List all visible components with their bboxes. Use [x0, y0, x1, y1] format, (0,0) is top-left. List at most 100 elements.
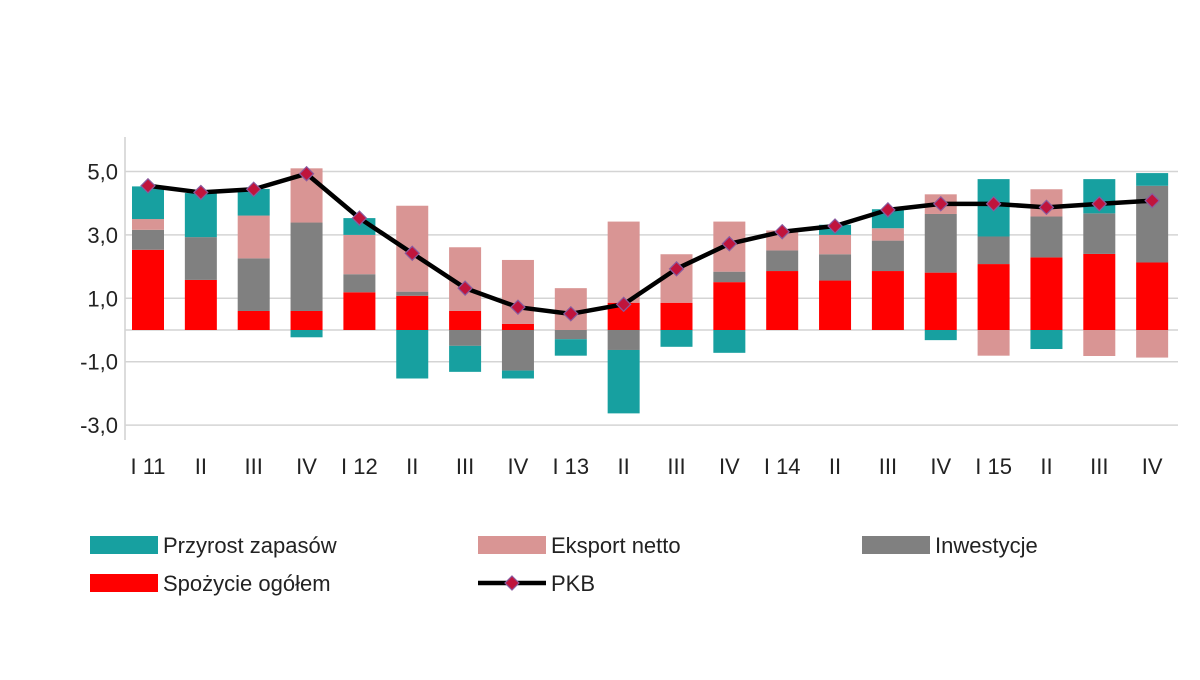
x-tick-label: I 14 [764, 454, 801, 479]
bar-inwestycje [819, 254, 852, 281]
bar-spo-ycie-og-em [1083, 253, 1116, 330]
x-tick-label: II [618, 454, 630, 479]
pkb-marker [668, 260, 685, 277]
x-tick-label: III [245, 454, 263, 479]
bar-przyrost-zapas-w [554, 339, 587, 356]
bar-inwestycje [396, 291, 429, 296]
legend-swatch [90, 536, 158, 554]
y-tick-label: 5,0 [87, 160, 118, 185]
bar-eksport-netto [1083, 330, 1116, 356]
pkb-marker [140, 177, 156, 194]
bar-spo-ycie-og-em [449, 310, 482, 330]
bar-inwestycje [184, 237, 217, 280]
pkb-line [140, 165, 1160, 322]
x-tick-label: II [406, 454, 418, 479]
pkb-marker [404, 245, 421, 262]
bar-inwestycje [1030, 216, 1063, 258]
y-tick-label: 1,0 [87, 286, 118, 311]
pkb-marker [298, 165, 315, 182]
pkb-marker [1091, 195, 1108, 212]
bar-spo-ycie-og-em [290, 310, 323, 330]
bar-eksport-netto [819, 234, 852, 255]
x-tick-label: I 15 [975, 454, 1012, 479]
bar-inwestycje [237, 258, 270, 311]
bar-przyrost-zapas-w [1136, 173, 1169, 186]
legend-swatch [862, 536, 930, 554]
bar-inwestycje [290, 222, 323, 311]
bar-inwestycje [766, 250, 799, 272]
pkb-marker [880, 202, 896, 218]
bars [132, 168, 1169, 414]
bar-spo-ycie-og-em [132, 249, 164, 330]
pkb-marker [457, 280, 473, 297]
x-tick-label: IV [1142, 454, 1163, 479]
bar-przyrost-zapas-w [290, 330, 323, 338]
x-tick-label: IV [296, 454, 317, 479]
bar-eksport-netto [871, 228, 904, 241]
bar-spo-ycie-og-em [819, 280, 852, 330]
bar-eksport-netto [343, 234, 376, 275]
x-tick-label: III [1090, 454, 1108, 479]
pkb-marker [510, 299, 526, 316]
x-tick-label: IV [930, 454, 951, 479]
bar-spo-ycie-og-em [871, 271, 904, 330]
pkb-marker [774, 223, 791, 240]
bar-spo-ycie-og-em [977, 264, 1010, 330]
bar-przyrost-zapas-w [449, 345, 482, 372]
x-tick-label: III [456, 454, 474, 479]
legend-label: Spożycie ogółem [163, 571, 331, 596]
y-tick-label: 3,0 [87, 223, 118, 248]
bar-przyrost-zapas-w [924, 330, 957, 341]
pkb-marker [562, 305, 579, 322]
bar-inwestycje [501, 330, 534, 371]
bar-inwestycje [713, 271, 746, 283]
bar-eksport-netto [977, 330, 1010, 356]
x-tick-label: III [667, 454, 685, 479]
legend: Przyrost zapasów Eksport netto Inwestycje S… [90, 533, 1038, 596]
y-tick-label: -3,0 [80, 413, 118, 438]
legend-swatch [90, 574, 158, 592]
bar-przyrost-zapas-w [396, 330, 429, 379]
x-tick-label: II [829, 454, 841, 479]
legend-label: Eksport netto [551, 533, 681, 558]
bar-spo-ycie-og-em [1136, 262, 1169, 330]
bar-eksport-netto [1136, 330, 1169, 358]
legend-label: Inwestycje [935, 533, 1038, 558]
bar-inwestycje [343, 274, 376, 293]
legend-marker [504, 575, 520, 591]
bar-inwestycje [1083, 213, 1116, 254]
y-tick-label: -1,0 [80, 350, 118, 375]
pkb-marker [932, 195, 949, 212]
bar-inwestycje [449, 330, 482, 346]
pkb-marker [721, 235, 738, 252]
pkb-marker [193, 184, 209, 201]
bar-przyrost-zapas-w [660, 330, 693, 347]
pkb-marker [615, 296, 632, 313]
bar-spo-ycie-og-em [713, 282, 746, 330]
pkb-marker [827, 218, 843, 234]
bar-eksport-netto [607, 221, 640, 303]
bar-inwestycje [607, 330, 640, 350]
legend-label: PKB [551, 571, 595, 596]
legend-label: Przyrost zapasów [163, 533, 337, 558]
bar-inwestycje [924, 213, 957, 273]
legend-swatch [478, 536, 546, 554]
bar-eksport-netto [237, 215, 270, 259]
bar-spo-ycie-og-em [766, 271, 799, 330]
bar-spo-ycie-og-em [1030, 257, 1063, 330]
x-tick-label: III [879, 454, 897, 479]
x-tick-label: I 13 [552, 454, 589, 479]
x-tick-label: II [195, 454, 207, 479]
pkb-line-path [147, 171, 1153, 317]
bar-przyrost-zapas-w [1030, 330, 1063, 350]
bar-inwestycje [871, 240, 904, 272]
pkb-marker [985, 195, 1002, 212]
bar-spo-ycie-og-em [501, 323, 534, 330]
pkb-marker [351, 210, 368, 226]
bar-spo-ycie-og-em [237, 310, 270, 330]
pkb-marker [1144, 192, 1160, 209]
bar-spo-ycie-og-em [660, 302, 693, 330]
pkb-marker [245, 181, 262, 198]
bar-inwestycje [554, 330, 587, 340]
